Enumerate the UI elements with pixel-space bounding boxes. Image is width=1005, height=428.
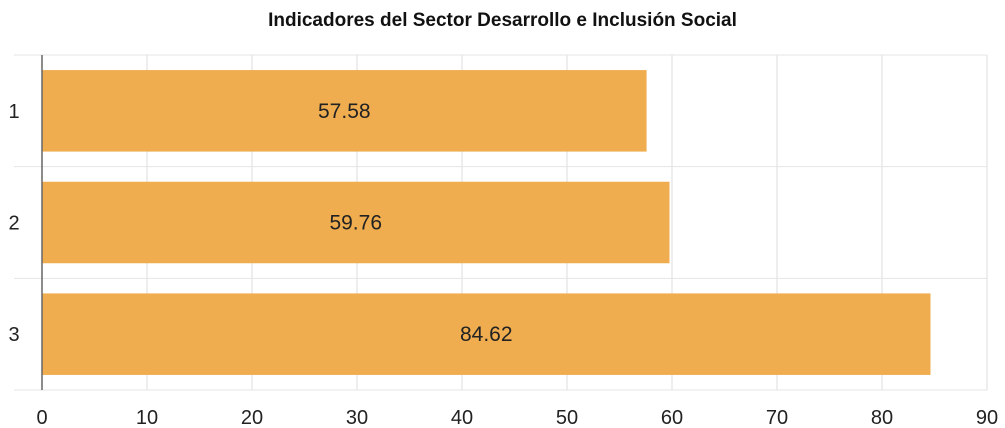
data-label: 84.62 [460, 323, 513, 346]
y-tick-label: 3 [8, 324, 19, 346]
bar [42, 70, 647, 152]
x-tick-label: 10 [136, 407, 158, 428]
x-tick-label: 20 [241, 407, 263, 428]
data-label: 57.58 [318, 100, 371, 123]
bar [42, 293, 931, 375]
chart-title: Indicadores del Sector Desarrollo e Incl… [268, 10, 737, 31]
x-tick-label: 40 [451, 407, 473, 428]
x-tick-label: 70 [766, 407, 788, 428]
x-tick-label: 90 [976, 407, 998, 428]
x-tick-label: 50 [556, 407, 578, 428]
x-tick-label: 0 [36, 407, 47, 428]
y-tick-label: 1 [8, 101, 19, 123]
bar [42, 181, 670, 264]
x-tick-label: 30 [346, 407, 368, 428]
x-tick-label: 60 [661, 407, 683, 428]
y-tick-label: 2 [8, 213, 19, 235]
x-tick-label: 80 [871, 407, 893, 428]
data-label: 59.76 [329, 212, 382, 235]
